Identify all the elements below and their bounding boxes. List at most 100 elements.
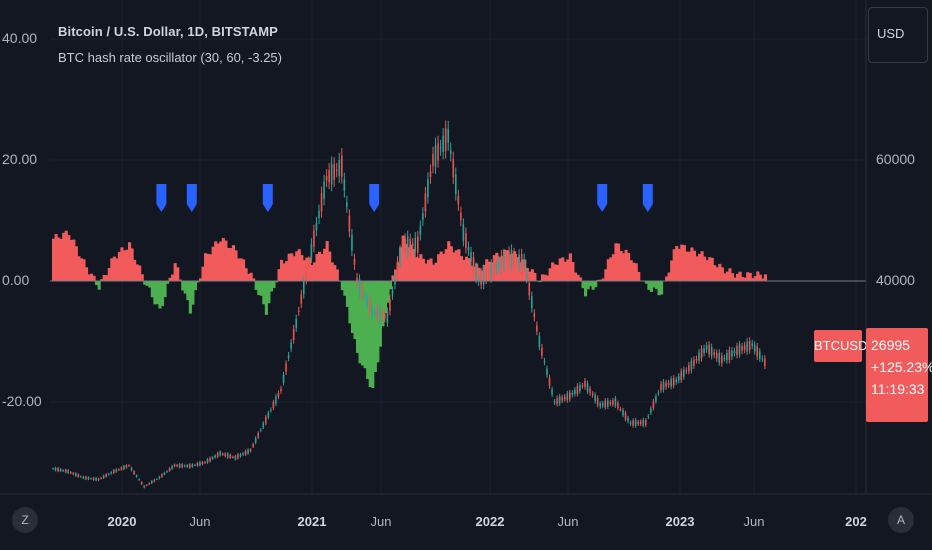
oscillator-bar xyxy=(578,277,583,281)
oscillator-bar xyxy=(576,274,580,281)
candle-body xyxy=(391,290,394,296)
oscillator-bar xyxy=(692,250,697,281)
price-value: 26995 xyxy=(871,337,910,353)
signal-marker xyxy=(642,184,653,212)
zoom-reset-button[interactable]: Z xyxy=(12,507,38,533)
oscillator-bar xyxy=(72,239,76,281)
oscillator-bar xyxy=(543,274,547,281)
time-axis-label: Jun xyxy=(189,514,211,529)
oscillator-bar xyxy=(746,272,750,281)
oscillator-bar xyxy=(133,259,137,281)
oscillator-bar xyxy=(682,245,686,281)
oscillator-bar xyxy=(540,274,545,281)
candle-body xyxy=(561,397,563,401)
oscillator-bar xyxy=(388,281,393,290)
candle-body xyxy=(660,383,662,391)
oscillator-bar xyxy=(100,279,104,281)
candle-body xyxy=(411,243,414,246)
candle-body xyxy=(107,473,110,475)
candle-body xyxy=(100,477,102,479)
oscillator-bar xyxy=(665,276,669,281)
indicator-title[interactable]: BTC hash rate oscillator (30, 60, -3.25) xyxy=(58,50,282,65)
oscillator-bar xyxy=(257,281,261,295)
candle-body xyxy=(759,351,761,359)
oscillator-bar xyxy=(280,259,284,281)
oscillator-bar xyxy=(335,269,339,281)
oscillator-bar xyxy=(558,258,562,281)
oscillator-bar xyxy=(647,281,651,290)
oscillator-bar xyxy=(236,258,241,281)
candle-body xyxy=(503,254,505,268)
candle-body xyxy=(67,470,69,474)
oscillator-bar xyxy=(64,230,68,281)
candle-body xyxy=(275,396,277,404)
oscillator-bar xyxy=(340,281,344,291)
oscillator-bar xyxy=(386,281,390,303)
oscillator-bar xyxy=(467,258,471,281)
oscillator-bar xyxy=(259,281,263,296)
candle-body xyxy=(569,392,571,400)
price-change: +125.23% xyxy=(871,359,932,375)
candle-body xyxy=(505,257,508,261)
oscillator-bar xyxy=(110,258,114,281)
oscillator-bar xyxy=(82,259,86,281)
oscillator-bar xyxy=(130,248,134,281)
oscillator-bar xyxy=(409,244,413,281)
oscillator-bar xyxy=(723,273,727,281)
candle-body xyxy=(571,392,574,395)
candle-body xyxy=(645,420,647,426)
candle-body xyxy=(313,230,315,247)
oscillator-bar xyxy=(644,281,648,284)
candle-body xyxy=(634,420,637,426)
oscillator-bar xyxy=(710,257,714,281)
oscillator-bar xyxy=(452,252,456,281)
candle-body xyxy=(343,179,346,191)
oscillator-bar xyxy=(584,281,588,297)
candle-body xyxy=(487,271,490,275)
candle-body xyxy=(148,483,151,485)
oscillator-bar xyxy=(677,248,681,281)
candle-body xyxy=(52,468,54,470)
candle-body xyxy=(371,306,373,316)
oscillator-bar xyxy=(548,268,552,281)
candle-body xyxy=(92,477,95,480)
candle-body xyxy=(82,476,85,479)
candle-body xyxy=(325,175,328,181)
candle-body xyxy=(609,402,612,404)
candle-body xyxy=(272,402,275,408)
candle-body xyxy=(396,261,399,277)
chart-title[interactable]: Bitcoin / U.S. Dollar, 1D, BITSTAMP xyxy=(58,24,278,39)
oscillator-bar xyxy=(145,281,149,286)
candle-body xyxy=(675,379,677,383)
candle-body xyxy=(612,400,614,405)
candle-body xyxy=(449,149,452,154)
oscillator-bar xyxy=(614,243,618,281)
oscillator-bar xyxy=(464,256,469,281)
currency-button[interactable]: USD xyxy=(868,7,928,63)
candle-body xyxy=(457,196,460,205)
candle-body xyxy=(672,377,675,386)
auto-scale-button[interactable]: A xyxy=(888,507,914,533)
candle-body xyxy=(627,417,629,422)
candle-body xyxy=(348,215,351,232)
oscillator-bar xyxy=(310,264,314,281)
candle-body xyxy=(358,279,361,293)
oscillator-bar xyxy=(168,277,172,281)
oscillator-bar xyxy=(348,281,352,324)
candle-body xyxy=(199,461,201,466)
oscillator-bar xyxy=(204,253,208,281)
oscillator-bar xyxy=(333,265,337,281)
oscillator-bar xyxy=(447,241,451,281)
candle-body xyxy=(252,444,254,447)
oscillator-bar xyxy=(715,267,719,281)
oscillator-bar xyxy=(470,265,474,281)
candle-body xyxy=(242,453,244,455)
oscillator-bar xyxy=(102,275,106,281)
candle-body xyxy=(460,212,462,221)
oscillator-bar xyxy=(414,257,418,281)
oscillator-bar xyxy=(115,258,119,281)
candle-body xyxy=(604,400,607,408)
candle-body xyxy=(721,355,723,364)
oscillator-bar xyxy=(449,246,453,281)
oscillator-bar xyxy=(586,281,590,290)
